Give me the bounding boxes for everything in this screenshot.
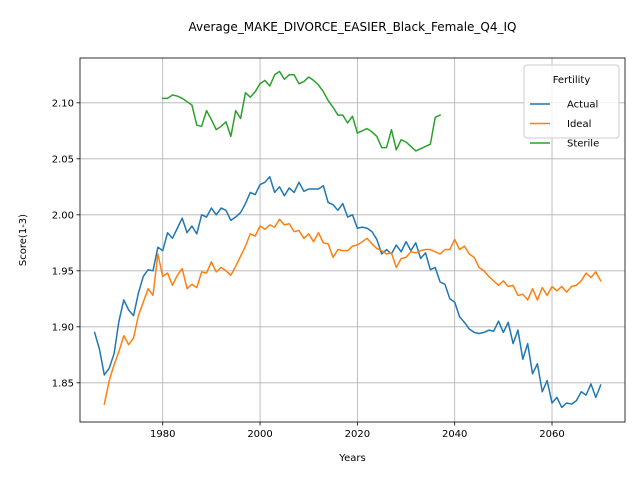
legend: Fertility Actual Ideal Sterile: [523, 64, 620, 150]
y-tick-label: 2.05: [52, 154, 74, 165]
x-axis: 1980 2000 2020 2040 2060: [150, 422, 565, 440]
x-tick-label: 2020: [345, 429, 370, 440]
y-tick-label: 1.85: [52, 378, 74, 389]
x-tick-label: 2000: [247, 429, 272, 440]
x-tick-label: 1980: [150, 429, 175, 440]
legend-label-actual: Actual: [567, 100, 598, 111]
y-tick-label: 2.00: [52, 210, 74, 221]
x-axis-title: Years: [338, 453, 365, 464]
series-line-ideal: [103, 218, 602, 405]
x-tick-label: 2060: [539, 429, 564, 440]
x-tick-label: 2040: [442, 429, 467, 440]
series-line-sterile: [161, 70, 442, 152]
y-tick-label: 2.10: [52, 98, 74, 109]
y-tick-label: 1.90: [52, 322, 74, 333]
legend-label-ideal: Ideal: [567, 119, 591, 130]
series-line-actual: [93, 175, 602, 409]
y-axis: 1.85 1.90 1.95 2.00 2.05 2.10: [52, 98, 80, 389]
y-axis-title: Score(1-3): [18, 214, 29, 266]
legend-label-sterile: Sterile: [567, 139, 599, 150]
y-tick-label: 1.95: [52, 266, 74, 277]
chart-title: Average_MAKE_DIVORCE_EASIER_Black_Female…: [188, 20, 516, 34]
legend-title: Fertility: [553, 75, 591, 86]
series-lines: [93, 70, 602, 409]
legend-box: [523, 64, 620, 139]
plot-frame: [79, 57, 626, 423]
